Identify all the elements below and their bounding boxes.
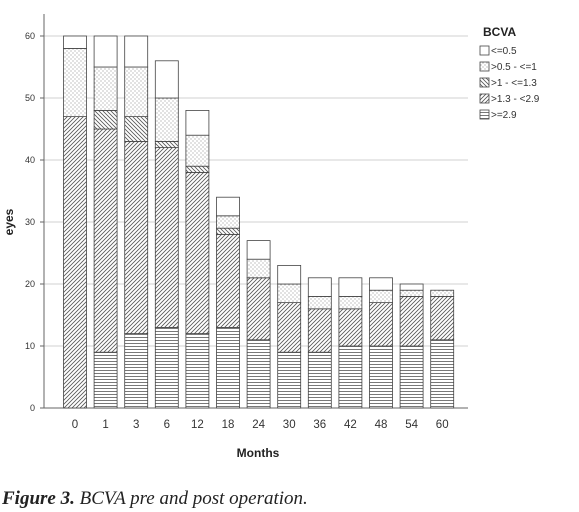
bar-segment — [246, 277, 271, 341]
bar-segment — [399, 295, 424, 347]
bar-segment — [124, 140, 149, 334]
legend-label: >1.3 - <2.9 — [491, 94, 540, 105]
x-tick-label: 30 — [283, 419, 296, 431]
x-tick-label: 3 — [133, 419, 139, 431]
x-tick-labels: 0 1 3 6 12 18 24 30 36 42 48 54 60 — [72, 419, 449, 431]
bar-segment — [246, 258, 271, 279]
bar-segment — [124, 66, 149, 117]
x-tick-label: 60 — [436, 419, 449, 431]
bar-segment — [307, 351, 332, 409]
bar-segment — [124, 35, 149, 68]
bar-segment — [430, 339, 455, 409]
x-axis-label: Months — [237, 446, 280, 460]
bar-segment — [185, 171, 210, 334]
y-tick-labels: 0 10 20 30 40 50 60 — [25, 31, 44, 413]
legend-swatch — [479, 45, 490, 56]
bar-segment — [63, 35, 87, 49]
bar-segment — [338, 308, 363, 347]
bar-segment — [93, 128, 118, 353]
x-tick-label: 36 — [313, 419, 326, 431]
y-tick-label: 40 — [25, 155, 35, 165]
bar-segment — [124, 333, 149, 409]
bar-segment — [399, 283, 424, 291]
bar-segment — [399, 345, 424, 409]
y-tick-label: 60 — [25, 31, 35, 41]
legend-swatch — [479, 109, 490, 120]
bar-segment — [277, 283, 302, 304]
bar-segment — [216, 326, 240, 409]
legend-label: >0.5 - <=1 — [491, 62, 537, 73]
bar-segment — [307, 277, 332, 297]
bar-segment — [124, 116, 149, 142]
bar-segment — [154, 140, 179, 148]
x-tick-label: 12 — [191, 419, 204, 431]
bar-segment — [338, 277, 363, 297]
bars — [63, 35, 455, 409]
bar-segment — [399, 289, 424, 297]
bar-segment — [93, 66, 118, 111]
x-tick-label: 6 — [164, 419, 170, 431]
bar-segment — [430, 295, 455, 341]
bar-segment — [369, 289, 393, 304]
legend-label: >=2.9 — [491, 110, 517, 121]
bar-segment — [369, 277, 393, 291]
bar-segment — [430, 289, 455, 297]
bar-segment — [307, 308, 332, 353]
figure-caption: Figure 3. BCVA pre and post operation. — [2, 488, 308, 510]
legend-swatch — [479, 77, 490, 88]
y-tick-label: 30 — [25, 217, 35, 227]
legend-swatch — [479, 93, 490, 104]
legend-swatch — [479, 61, 490, 72]
x-tick-label: 42 — [344, 419, 357, 431]
bar-segment — [154, 147, 179, 328]
bar-segment — [246, 240, 271, 260]
bar-segment — [216, 227, 240, 235]
bar-segment — [93, 351, 118, 409]
bar-segment — [338, 345, 363, 409]
bar-segment — [369, 302, 393, 347]
y-tick-label: 10 — [25, 341, 35, 351]
bar-segment — [277, 302, 302, 353]
figure-caption-label: Figure 3. — [2, 488, 75, 509]
bar-segment — [154, 60, 179, 99]
bar-segment — [307, 295, 332, 310]
bar-segment — [154, 326, 179, 409]
bar-segment — [216, 233, 240, 328]
legend-label: <=0.5 — [491, 46, 517, 57]
x-tick-label: 1 — [102, 419, 108, 431]
legend-title: BCVA — [483, 25, 516, 39]
bar-segment — [93, 35, 118, 68]
bar-segment — [185, 165, 210, 173]
y-tick-label: 50 — [25, 93, 35, 103]
x-tick-label: 0 — [72, 419, 78, 431]
bar-segment — [63, 48, 87, 117]
y-axis-label: eyes — [2, 208, 16, 235]
bar-segment — [93, 110, 118, 130]
legend-label: >1 - <=1.3 — [491, 78, 537, 89]
bar-segment — [185, 333, 210, 409]
bar-segment — [216, 196, 240, 217]
bar-segment — [63, 116, 87, 409]
bar-segment — [277, 351, 302, 409]
legend: BCVA <=0.5 >0.5 - <=1 >1 - <=1.3 >1.3 - <2.… — [479, 25, 540, 121]
figure-caption-text: BCVA pre and post operation. — [74, 488, 308, 509]
x-tick-label: 18 — [222, 419, 235, 431]
bar-segment — [216, 215, 240, 229]
y-tick-label: 0 — [30, 403, 35, 413]
bar-segment — [369, 345, 393, 409]
bar-segment — [154, 97, 179, 142]
x-tick-label: 54 — [405, 419, 418, 431]
x-tick-label: 24 — [252, 419, 265, 431]
x-tick-label: 48 — [375, 419, 388, 431]
bar-segment — [246, 339, 271, 409]
bar-segment — [185, 110, 210, 136]
y-tick-label: 20 — [25, 279, 35, 289]
bar-segment — [277, 264, 302, 285]
bar-segment — [338, 295, 363, 310]
bar-segment — [185, 134, 210, 167]
